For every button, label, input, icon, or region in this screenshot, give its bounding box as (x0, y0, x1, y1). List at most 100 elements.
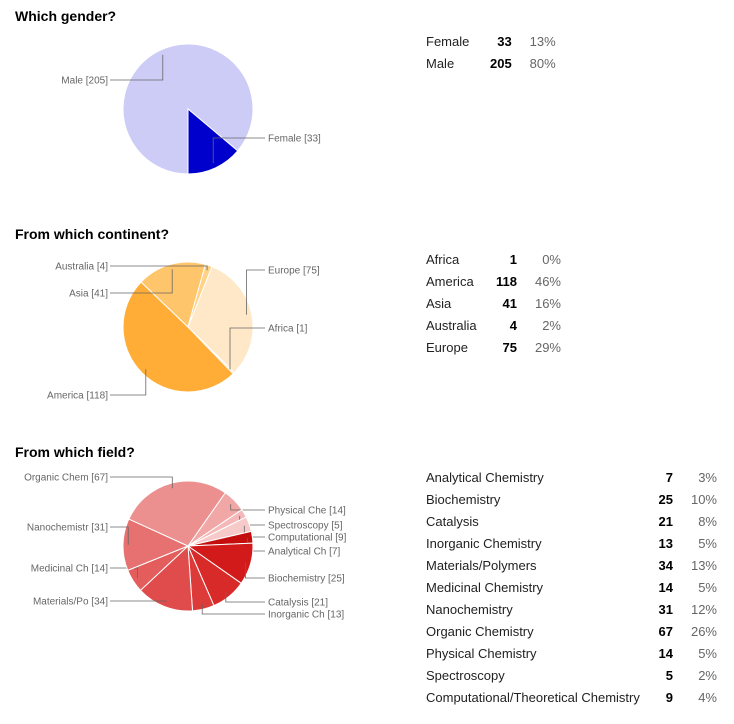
summary-row: Female 33 13% (426, 30, 556, 52)
continent-pie-chart: Europe [75] Africa [1] America [118] Asia [… (47, 261, 320, 402)
slice-label: America [118] (47, 391, 108, 402)
row-count: 9 (665, 689, 673, 705)
summary-row: Europe 75 29% (426, 336, 561, 358)
row-count: 5 (665, 667, 673, 683)
summary-row: Spectroscopy 5 2% (426, 664, 717, 686)
row-label: Analytical Chemistry (426, 469, 544, 485)
row-count: 25 (658, 491, 673, 507)
row-count: 21 (658, 513, 673, 529)
pie-slice (122, 281, 234, 393)
pie-slice (128, 480, 226, 547)
leader-line (225, 592, 265, 603)
summary-row: America 118 46% (426, 270, 561, 292)
row-percent: 26% (690, 623, 717, 639)
slice-label: Organic Chem [67] (24, 473, 108, 484)
row-percent: 4% (698, 689, 717, 705)
row-label: Biochemistry (426, 491, 501, 507)
slice-label: Inorganic Ch [13] (268, 610, 344, 621)
row-label: Europe (426, 339, 468, 355)
summary-row: Physical Chemistry 14 5% (426, 642, 717, 664)
row-label: Africa (426, 251, 460, 267)
pie-slice (187, 263, 213, 328)
slice-label: Australia [4] (55, 262, 108, 273)
row-percent: 13% (690, 557, 717, 573)
slice-label: Africa [1] (268, 324, 308, 335)
field-summary-table: Analytical Chemistry 7 3% Biochemistry 25 10%… (426, 466, 717, 708)
row-label: Materials/Polymers (426, 557, 537, 573)
leader-line (110, 269, 173, 294)
slice-label: Biochemistry [25] (268, 574, 345, 585)
field-pie-chart: Physical Che [14] Spectroscopy [5]Computa… (24, 473, 347, 621)
gender-pie-chart: Male [205] Female [33] (61, 43, 321, 175)
leader-line (229, 327, 265, 370)
row-percent: 80% (529, 55, 556, 71)
pie-slice (140, 261, 207, 328)
slice-label: Computational [9] (268, 533, 347, 544)
leader-line (212, 137, 265, 164)
row-count: 13 (658, 535, 673, 551)
row-label: Australia (426, 317, 477, 333)
summary-row: Australia 4 2% (426, 314, 561, 336)
leader-line (110, 600, 167, 602)
leader-line (110, 526, 129, 545)
slice-label: Asia [41] (69, 289, 108, 300)
row-count: 33 (497, 33, 512, 49)
row-percent: 5% (698, 535, 717, 551)
summary-row: Catalysis 21 8% (426, 510, 717, 532)
row-label: Male (426, 55, 455, 71)
row-count: 118 (496, 273, 517, 289)
row-percent: 16% (534, 295, 561, 311)
leader-line (110, 369, 147, 396)
summary-row: Medicinal Chemistry 14 5% (426, 576, 717, 598)
row-label: Asia (426, 295, 452, 311)
slice-label: Analytical Ch [7] (268, 547, 340, 558)
slice-label: Physical Che [14] (268, 506, 346, 517)
row-count: 14 (658, 645, 673, 661)
leader-line (110, 476, 173, 489)
row-percent: 2% (698, 667, 717, 683)
leader-line (246, 269, 265, 315)
row-label: Physical Chemistry (426, 645, 537, 661)
slice-label: Spectroscopy [5] (268, 521, 343, 532)
row-label: Medicinal Chemistry (426, 579, 544, 595)
summary-row: Africa 1 0% (426, 248, 561, 270)
question-title: From which continent? (15, 226, 169, 242)
summary-row: Biochemistry 25 10% (426, 488, 717, 510)
gender-summary-table: Female 33 13% Male 205 80% (426, 30, 556, 74)
row-percent: 12% (690, 601, 717, 617)
summary-row: Inorganic Chemistry 13 5% (426, 532, 717, 554)
pie-slice (139, 544, 194, 612)
row-count: 75 (502, 339, 517, 355)
summary-row: Computational/Theoretical Chemistry 9 4% (426, 686, 717, 708)
row-label: Catalysis (426, 513, 479, 529)
leader-line (230, 504, 265, 511)
summary-row: Male 205 80% (426, 52, 556, 74)
row-percent: 29% (534, 339, 561, 355)
leader-line (110, 265, 208, 271)
summary-row: Analytical Chemistry 7 3% (426, 466, 717, 488)
slice-label: Female [33] (268, 134, 321, 145)
row-percent: 46% (534, 273, 561, 289)
summary-row: Asia 41 16% (426, 292, 561, 314)
row-label: Organic Chemistry (426, 623, 534, 639)
leader-line (201, 604, 265, 615)
row-label: Nanochemistry (426, 601, 513, 617)
row-count: 4 (509, 317, 517, 333)
summary-row: Organic Chemistry 67 26% (426, 620, 717, 642)
row-percent: 13% (529, 33, 556, 49)
row-percent: 5% (698, 645, 717, 661)
row-count: 14 (658, 579, 673, 595)
continent-summary-table: Africa 1 0% America 118 46% Asia 41 16% Australia… (426, 248, 561, 358)
row-label: America (426, 273, 474, 289)
slice-label: Catalysis [21] (268, 598, 328, 609)
row-count: 31 (658, 601, 673, 617)
slice-label: Medicinal Ch [14] (31, 564, 108, 575)
row-percent: 3% (698, 469, 717, 485)
summary-row: Materials/Polymers 34 13% (426, 554, 717, 576)
row-percent: 2% (542, 317, 561, 333)
row-count: 7 (665, 469, 673, 485)
slice-label: Materials/Po [34] (33, 597, 108, 608)
leader-line (110, 567, 139, 579)
row-percent: 8% (698, 513, 717, 529)
question-title: From which field? (15, 444, 135, 460)
